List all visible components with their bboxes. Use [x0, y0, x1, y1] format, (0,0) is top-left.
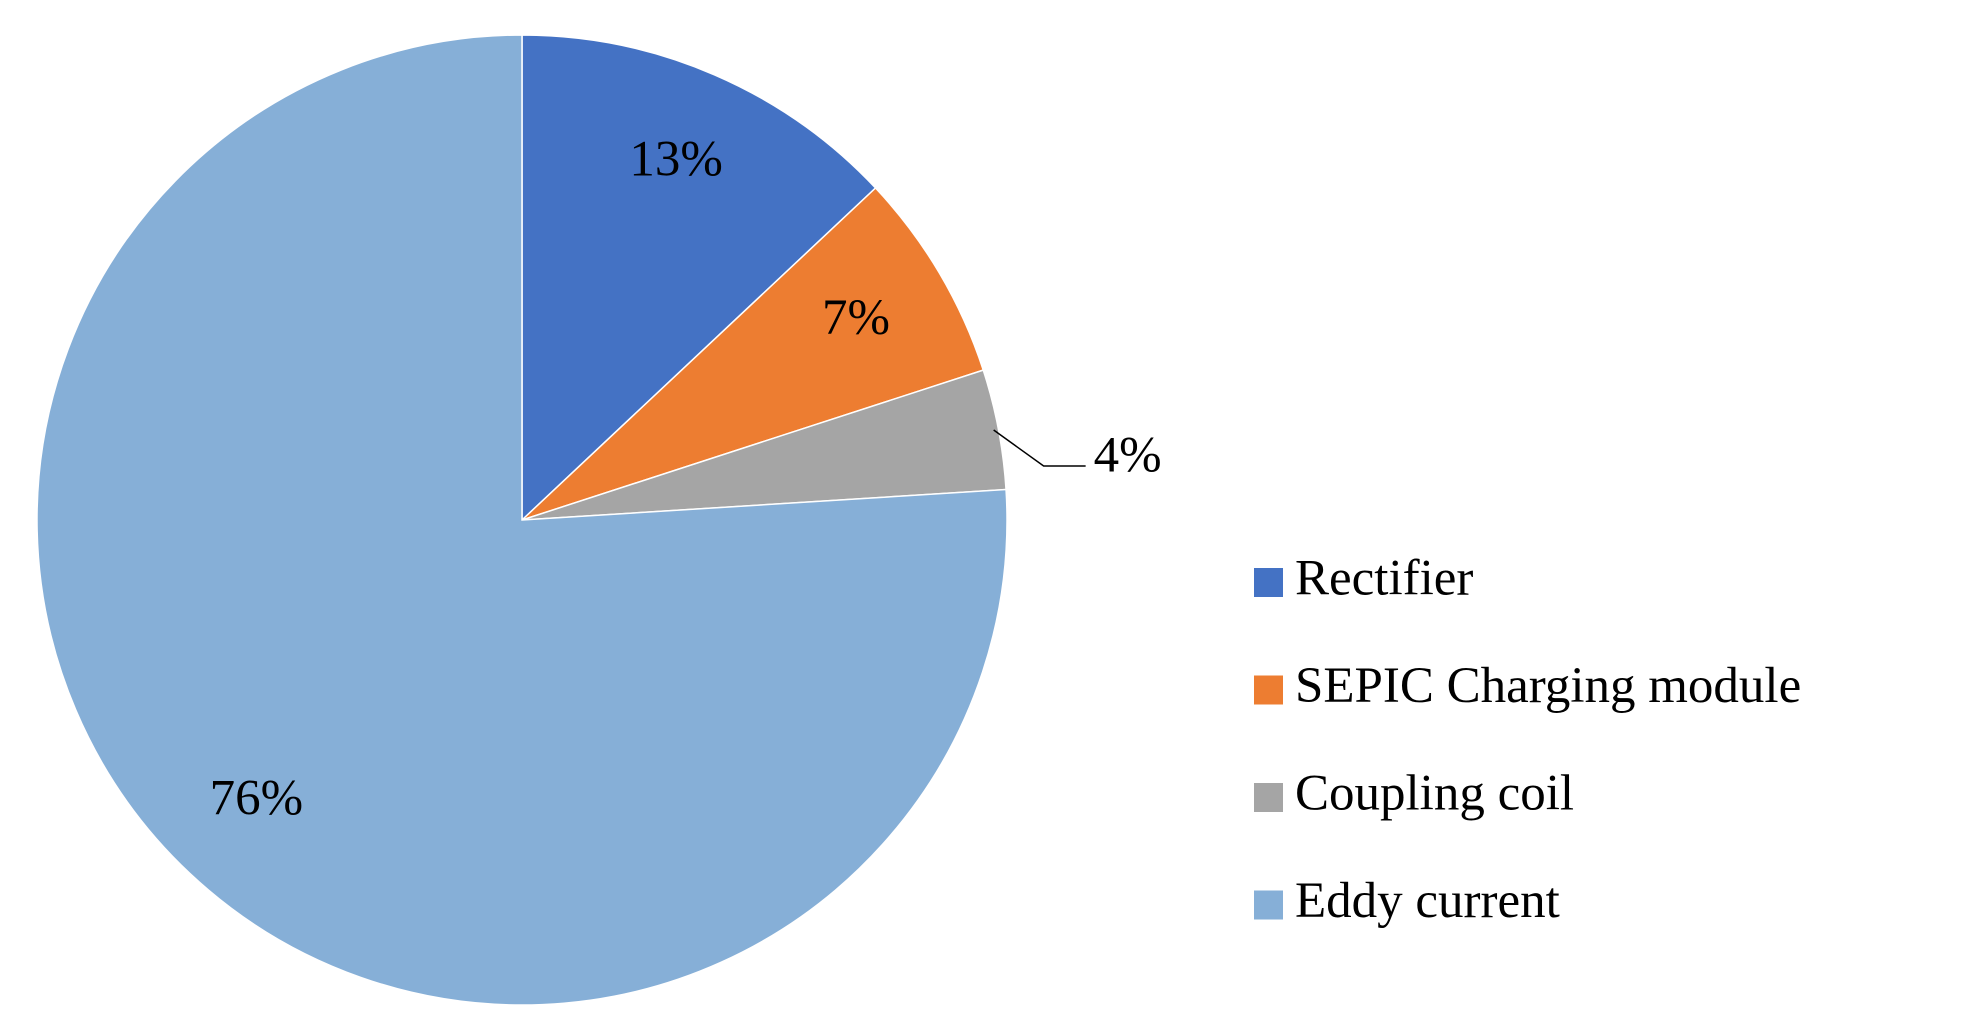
- legend-label: Rectifier: [1295, 551, 1473, 607]
- data-label: 7%: [822, 290, 890, 346]
- legend-swatch: [1254, 783, 1283, 812]
- data-label: 76%: [210, 771, 303, 827]
- pie-slice: [521, 34, 877, 522]
- leader-line: [993, 429, 1086, 467]
- legend-swatch: [1254, 568, 1283, 597]
- legend-label: SEPIC Charging module: [1295, 658, 1801, 714]
- pie-slice: [521, 186, 985, 521]
- legend-swatch: [1254, 675, 1283, 705]
- legend-swatch: [1254, 890, 1283, 920]
- data-label: 4%: [1094, 428, 1162, 484]
- pie-slice: [36, 34, 1008, 1006]
- legend-label: Eddy current: [1295, 873, 1560, 929]
- legend-label: Coupling coil: [1295, 766, 1574, 822]
- data-label: 13%: [629, 132, 722, 188]
